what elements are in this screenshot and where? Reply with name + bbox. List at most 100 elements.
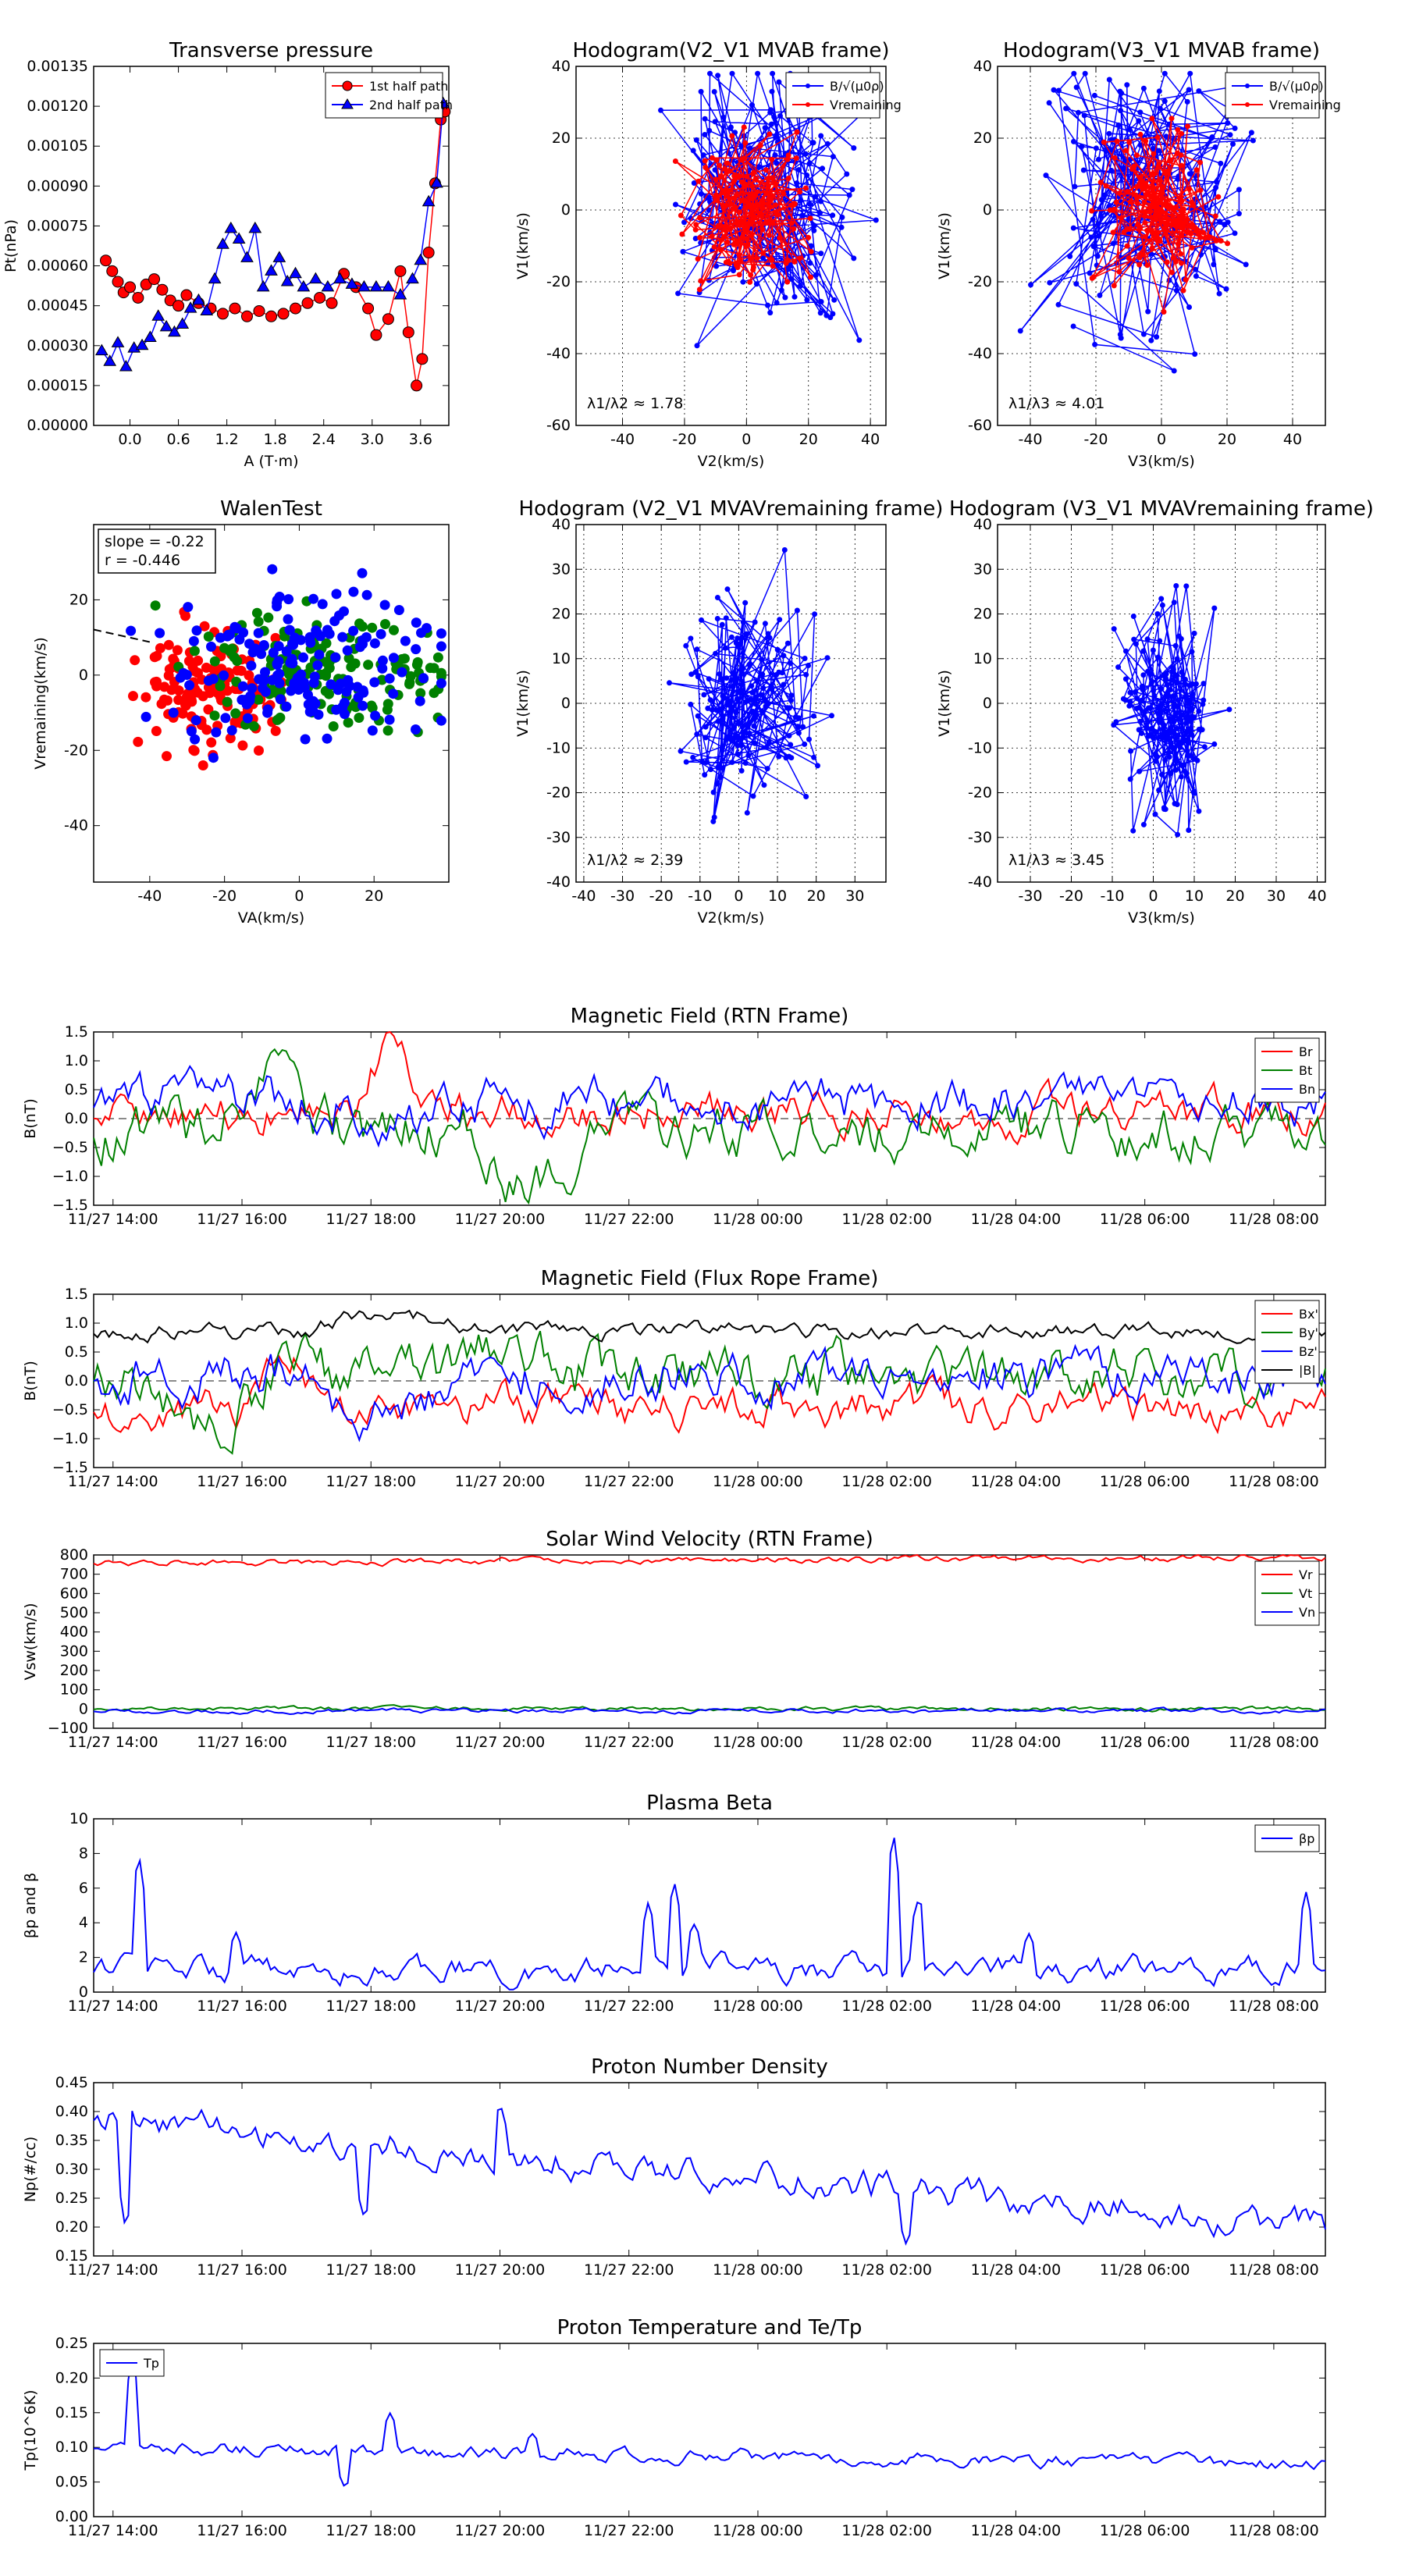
- data-point: [1140, 821, 1147, 827]
- data-point: [1088, 234, 1094, 240]
- data-point: [1196, 808, 1202, 814]
- data-point: [679, 231, 685, 237]
- data-point: [216, 308, 229, 320]
- data-point: [380, 619, 390, 629]
- data-point: [382, 279, 395, 292]
- eigen-ratio-annotation: λ1/λ2 ≈ 1.78: [587, 395, 683, 412]
- data-point: [745, 241, 751, 247]
- data-point: [711, 814, 717, 820]
- x-tick-label: 0: [734, 888, 743, 905]
- data-point: [702, 772, 708, 778]
- data-point: [797, 255, 803, 262]
- data-point: [253, 304, 265, 317]
- data-point: [785, 258, 791, 264]
- data-point: [290, 302, 302, 315]
- data-point: [727, 226, 734, 232]
- data-point: [357, 568, 368, 578]
- y-tick-label: 0.00015: [27, 377, 88, 394]
- data-point: [770, 194, 776, 199]
- x-tick-label: 11/28 00:00: [713, 1998, 803, 2015]
- data-point: [681, 219, 687, 226]
- data-point: [697, 201, 703, 207]
- x-tick-label: 11/28 08:00: [1229, 1211, 1319, 1228]
- data-point: [798, 197, 804, 204]
- y-tick-label: 0.00060: [27, 258, 88, 275]
- data-point: [1079, 144, 1085, 150]
- legend-box: [785, 72, 880, 119]
- y-tick-label: 0.00030: [27, 337, 88, 354]
- data-point: [759, 226, 766, 233]
- data-point: [788, 697, 794, 703]
- data-point: [742, 600, 749, 606]
- data-point: [773, 133, 779, 140]
- x-tick-label: 11/28 00:00: [713, 2522, 803, 2539]
- data-point: [1156, 148, 1162, 154]
- data-point: [436, 667, 446, 678]
- data-point: [393, 288, 407, 300]
- data-point: [751, 214, 757, 220]
- y-axis-label: B(nT): [22, 1361, 39, 1401]
- y-tick-label: −0.5: [52, 1401, 88, 1418]
- data-point: [735, 742, 741, 749]
- x-tick-label: 30: [845, 888, 864, 905]
- data-point: [745, 753, 752, 759]
- data-point: [750, 165, 756, 171]
- data-point: [731, 241, 737, 247]
- data-point: [275, 694, 286, 705]
- data-point: [1107, 207, 1113, 213]
- data-point: [795, 715, 802, 721]
- x-tick-label: 20: [1218, 431, 1236, 448]
- data-point: [295, 635, 306, 646]
- x-tick-label: 11/27 22:00: [584, 1998, 674, 2015]
- data-point: [1123, 648, 1129, 654]
- data-point: [358, 687, 369, 698]
- data-point: [758, 211, 764, 217]
- data-point: [1169, 668, 1176, 674]
- legend-label-0: 1st half path: [369, 79, 448, 94]
- x-tick-label: 11/27 14:00: [68, 1211, 158, 1228]
- data-point: [705, 705, 711, 711]
- data-point: [1179, 162, 1185, 169]
- data-point: [752, 619, 758, 625]
- data-point: [1164, 259, 1170, 265]
- data-point: [1126, 139, 1133, 145]
- data-point: [1091, 92, 1097, 98]
- data-point: [163, 639, 174, 650]
- data-point: [731, 178, 737, 184]
- data-point: [1144, 725, 1150, 731]
- data-point: [802, 151, 809, 157]
- data-point: [1118, 215, 1124, 221]
- chart-title: Hodogram(V3_V1 MVAB frame): [1003, 39, 1320, 62]
- data-point: [1225, 120, 1231, 126]
- y-tick-label: 0: [561, 201, 571, 219]
- data-point: [209, 656, 220, 667]
- data-point: [1171, 719, 1177, 725]
- data-point: [1090, 216, 1096, 222]
- data-point: [806, 663, 812, 668]
- y-tick-label: 30: [552, 560, 571, 578]
- data-point: [1137, 226, 1144, 232]
- data-point: [283, 614, 293, 624]
- axes-frame: [93, 66, 450, 426]
- x-tick-label: 11/28 02:00: [841, 1998, 932, 2015]
- y-tick-label: 0.15: [55, 2247, 88, 2265]
- x-tick-label: 11/27 14:00: [68, 2522, 158, 2539]
- data-point: [851, 255, 857, 262]
- data-point: [773, 202, 779, 208]
- data-point: [742, 730, 749, 735]
- data-point: [148, 273, 161, 286]
- y-tick-label: 0: [79, 667, 88, 684]
- data-point: [253, 616, 264, 627]
- data-point: [260, 667, 270, 678]
- data-point: [1144, 636, 1151, 642]
- data-point: [714, 595, 720, 600]
- data-point: [248, 221, 262, 233]
- data-point: [1116, 269, 1122, 275]
- legend-label-1: 2nd half path: [369, 98, 453, 112]
- data-point: [346, 662, 357, 672]
- data-point: [1108, 167, 1115, 173]
- data-point: [680, 248, 686, 254]
- data-point: [1161, 309, 1167, 315]
- chart-title: Plasma Beta: [646, 1791, 773, 1815]
